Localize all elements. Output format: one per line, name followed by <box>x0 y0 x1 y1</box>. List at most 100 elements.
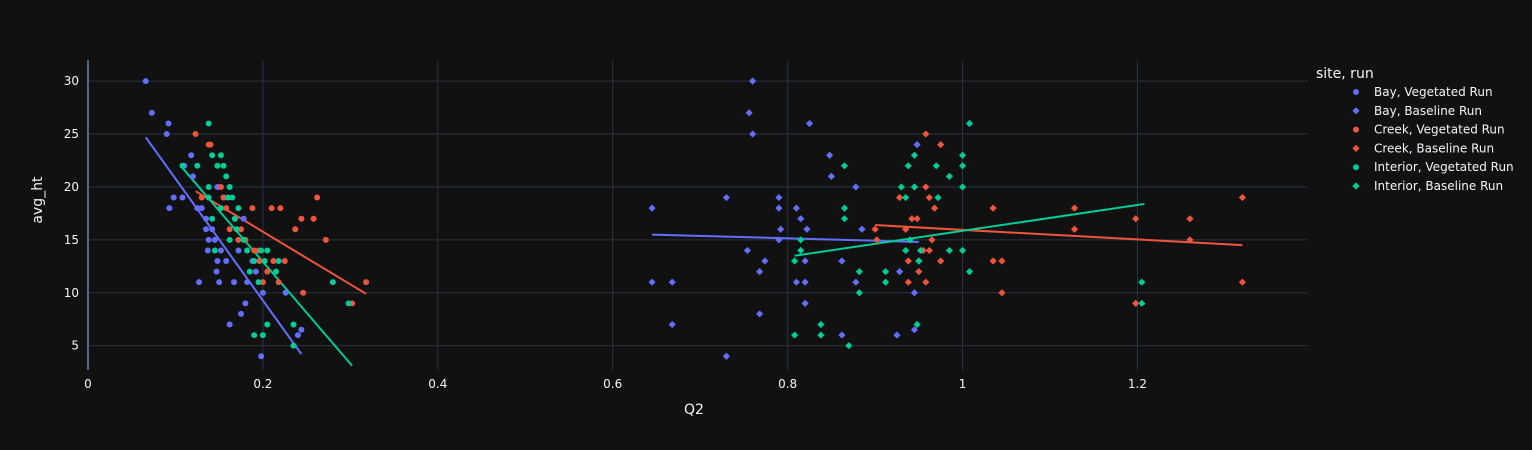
data-point <box>192 131 199 138</box>
data-point <box>937 141 945 149</box>
data-point <box>198 194 205 201</box>
data-point <box>264 247 271 254</box>
data-point <box>209 226 216 233</box>
data-point <box>290 342 297 349</box>
data-point <box>881 278 890 286</box>
data-point <box>925 246 933 255</box>
data-point <box>205 120 212 127</box>
data-point <box>965 268 974 276</box>
data-point <box>294 332 301 339</box>
data-point <box>797 215 805 223</box>
data-point <box>264 321 271 328</box>
data-point <box>233 226 240 233</box>
data-point <box>989 204 997 212</box>
axis-layer: 0 0.2 0.4 0.6 0.8 1 1.2 5 10 15 20 25 30 <box>64 74 1147 391</box>
legend-item[interactable]: Interior, Baseline Run <box>1352 179 1503 193</box>
data-point <box>246 268 253 275</box>
data-point <box>797 246 805 255</box>
data-point <box>756 310 764 318</box>
data-point <box>881 268 890 276</box>
data-point <box>1138 299 1146 307</box>
legend-marker <box>1353 126 1359 133</box>
data-point <box>910 183 919 191</box>
data-point <box>214 162 221 169</box>
data-point <box>722 193 731 202</box>
x-tick-label: 1.2 <box>1128 377 1147 391</box>
data-point <box>255 279 262 286</box>
legend-marker <box>1353 89 1359 95</box>
data-point <box>277 205 284 212</box>
y-tick-label: 15 <box>64 233 79 247</box>
data-point <box>749 130 757 138</box>
data-point <box>668 320 676 329</box>
legend-label: Creek, Vegetated Run <box>1374 123 1505 137</box>
data-point <box>934 193 942 202</box>
legend-item[interactable]: Creek, Vegetated Run <box>1353 123 1505 137</box>
legend-item[interactable]: Bay, Baseline Run <box>1352 104 1482 118</box>
data-point <box>298 326 305 333</box>
trendline <box>144 136 303 355</box>
data-point <box>240 215 247 222</box>
data-point <box>648 278 656 286</box>
data-point <box>989 257 997 265</box>
data-point <box>1138 278 1146 286</box>
data-point <box>871 225 879 233</box>
data-point <box>194 205 201 212</box>
data-point <box>292 226 299 233</box>
data-point <box>922 183 930 191</box>
data-point <box>214 258 221 265</box>
legend-marker <box>1352 182 1360 190</box>
data-point <box>244 247 251 254</box>
data-point <box>226 236 233 243</box>
data-point <box>792 204 800 212</box>
data-point <box>188 152 195 159</box>
data-point <box>235 205 242 212</box>
legend[interactable]: site, run Bay, Vegetated Run Bay, Baselin… <box>1316 66 1514 193</box>
legend-label: Bay, Vegetated Run <box>1374 85 1493 99</box>
data-point <box>915 257 923 265</box>
data-point <box>217 152 224 159</box>
data-point <box>259 279 266 286</box>
data-point <box>998 289 1006 297</box>
data-point <box>916 246 925 255</box>
x-tick-label: 0.4 <box>428 377 447 391</box>
data-point <box>205 236 212 243</box>
data-point <box>1186 215 1194 223</box>
data-point <box>945 246 954 255</box>
data-point <box>756 268 764 276</box>
data-point <box>910 151 919 159</box>
data-point <box>845 342 853 350</box>
trendline <box>181 167 353 367</box>
legend-item[interactable]: Creek, Baseline Run <box>1352 141 1494 155</box>
data-point <box>925 193 933 202</box>
x-tick-label: 1 <box>959 377 967 391</box>
data-point <box>142 78 149 85</box>
data-point <box>290 321 297 328</box>
data-point <box>922 130 930 138</box>
data-point <box>226 226 233 233</box>
data-point <box>220 194 227 201</box>
data-point <box>913 320 921 329</box>
y-tick-label: 25 <box>64 127 79 141</box>
legend-item[interactable]: Bay, Vegetated Run <box>1353 85 1493 99</box>
data-point <box>826 151 834 159</box>
data-point <box>281 258 288 265</box>
legend-marker <box>1353 164 1359 171</box>
data-point <box>792 278 800 286</box>
data-point <box>906 236 914 244</box>
data-point <box>749 77 757 85</box>
y-axis-title: avg_ht <box>30 176 46 224</box>
data-point <box>945 172 954 180</box>
data-point <box>203 226 210 233</box>
data-point <box>743 246 752 255</box>
data-point <box>904 162 912 170</box>
data-point <box>761 257 769 265</box>
data-point <box>775 236 783 244</box>
x-tick-label: 0.2 <box>253 377 272 391</box>
data-point <box>1186 236 1194 244</box>
data-point <box>166 205 173 212</box>
data-point <box>322 236 329 243</box>
legend-item[interactable]: Interior, Vegetated Run <box>1353 160 1514 174</box>
data-point <box>958 162 967 170</box>
